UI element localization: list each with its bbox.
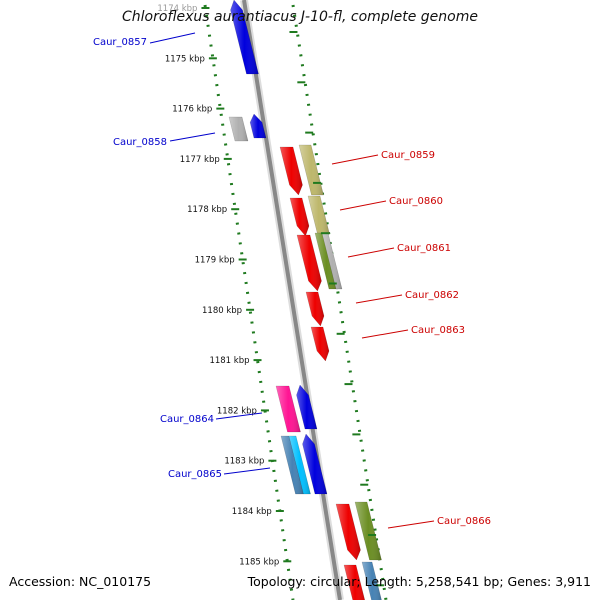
gene-arrow-shading	[297, 235, 322, 291]
gene-label: Caur_0865	[168, 469, 222, 480]
gene-arrow-shading	[315, 233, 338, 289]
kbp-label: 1183 kbp	[224, 457, 264, 467]
kbp-label: 1178 kbp	[187, 205, 227, 215]
gene-leader-line	[355, 294, 403, 304]
kbp-label: 1175 kbp	[165, 54, 205, 64]
gene-label: Caur_0861	[397, 243, 451, 254]
right-dotted-border	[291, 4, 388, 601]
backbone-line	[242, 0, 342, 601]
gene-arrow-shading	[296, 385, 317, 429]
gene-arrow-shading	[276, 386, 301, 432]
gene-leader-line	[347, 247, 395, 258]
gene-arrow-shading	[302, 434, 327, 494]
gene-arrow-shading	[299, 145, 324, 195]
gene-arrow-shading	[344, 565, 366, 604]
gene-leader-line	[223, 467, 271, 475]
kbp-label: 1174 kbp	[157, 4, 197, 14]
gene-arrow-shading	[289, 436, 311, 494]
gene-leader-line	[361, 329, 409, 339]
kbp-label: 1177 kbp	[180, 155, 220, 165]
left-dotted-border	[203, 4, 295, 601]
gene-leader-line	[149, 32, 196, 44]
gene-arrow-shading	[290, 198, 309, 236]
kbp-label: 1182 kbp	[217, 406, 257, 416]
gene-leader-line	[169, 132, 216, 142]
gene-label: Caur_0860	[389, 196, 443, 207]
gene-arrow-shading	[281, 436, 304, 494]
gene-label: Caur_0864	[160, 414, 214, 425]
gene-arrow-shading	[322, 233, 342, 289]
gene-arrow-shading	[280, 147, 303, 195]
gene-label: Caur_0866	[437, 516, 491, 527]
gene-arrow-shading	[230, 0, 259, 74]
gene-leader-line	[339, 200, 387, 211]
kbp-label: 1180 kbp	[202, 306, 242, 316]
genome-title: Chloroflexus aurantiacus J-10-fl, comple…	[122, 9, 478, 25]
kbp-label: 1176 kbp	[172, 105, 212, 115]
gene-arrow-shading	[229, 117, 248, 141]
gene-arrow-shading	[308, 196, 330, 234]
kbp-label: 1185 kbp	[239, 557, 279, 567]
kbp-label: 1181 kbp	[209, 356, 249, 366]
gene-label: Caur_0857	[93, 37, 147, 48]
gene-label: Caur_0862	[405, 290, 459, 301]
gene-leader-line	[387, 520, 435, 529]
kbp-label: 1184 kbp	[232, 507, 272, 517]
gene-leader-line	[331, 154, 379, 165]
kbp-label: 1179 kbp	[195, 256, 235, 266]
gene-arrow-shading	[306, 292, 324, 326]
gene-label: Caur_0858	[113, 137, 167, 148]
accession-label: Accession: NC_010175	[9, 574, 152, 589]
gene-arrow-shading	[311, 327, 329, 361]
gene-arrow-shading	[362, 562, 382, 602]
gene-arrow-shading	[250, 114, 266, 138]
topology-label: Topology: circular; Length: 5,258,541 bp…	[247, 574, 591, 589]
gene-label: Caur_0863	[411, 325, 465, 336]
gene-arrow-shading	[355, 502, 382, 560]
gene-label: Caur_0859	[381, 150, 435, 161]
gene-leader-line	[215, 412, 263, 420]
gene-arrow-shading	[336, 504, 361, 560]
